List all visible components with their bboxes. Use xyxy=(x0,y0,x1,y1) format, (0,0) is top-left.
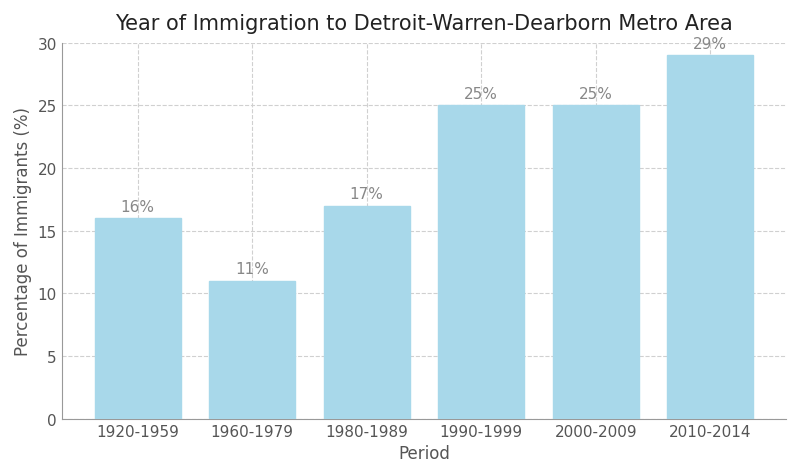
Text: 25%: 25% xyxy=(578,87,613,102)
Text: 11%: 11% xyxy=(235,262,269,277)
X-axis label: Period: Period xyxy=(398,444,450,462)
Title: Year of Immigration to Detroit-Warren-Dearborn Metro Area: Year of Immigration to Detroit-Warren-De… xyxy=(115,14,733,34)
Bar xyxy=(553,106,638,419)
Bar xyxy=(94,219,181,419)
Text: 25%: 25% xyxy=(464,87,498,102)
Bar xyxy=(209,281,295,419)
Text: 16%: 16% xyxy=(121,199,154,214)
Bar xyxy=(438,106,524,419)
Text: 17%: 17% xyxy=(350,187,383,202)
Text: 29%: 29% xyxy=(694,37,727,52)
Bar xyxy=(667,56,753,419)
Y-axis label: Percentage of Immigrants (%): Percentage of Immigrants (%) xyxy=(14,107,32,356)
Bar xyxy=(324,206,410,419)
